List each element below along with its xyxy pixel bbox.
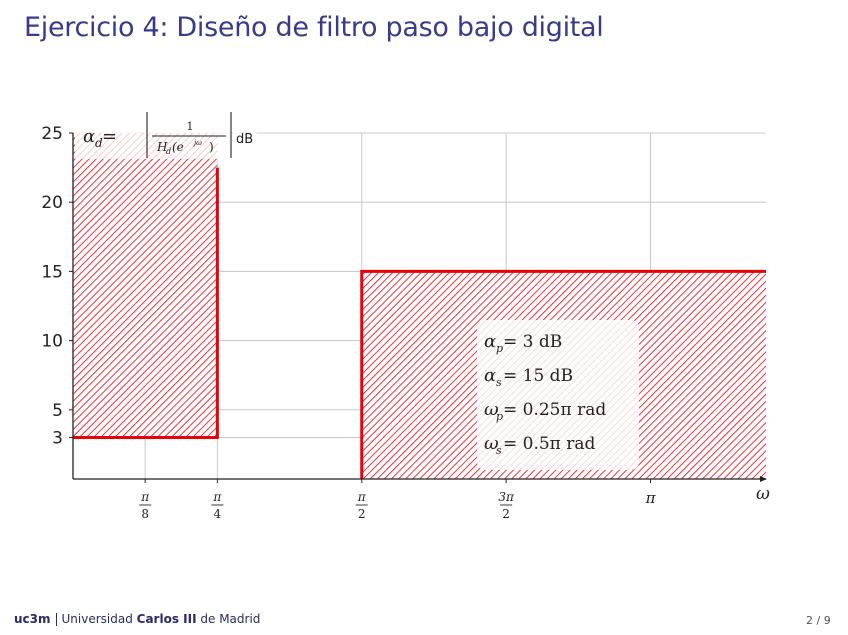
region-passband-border bbox=[73, 167, 219, 439]
legend-value: = 0.25π rad bbox=[503, 400, 606, 420]
y-label-unit: dB bbox=[236, 132, 253, 147]
x-tick-label-num: 3π bbox=[498, 490, 515, 504]
legend-symbol: ω bbox=[484, 399, 499, 420]
footer-separator bbox=[55, 613, 57, 626]
regions bbox=[73, 133, 766, 479]
legend-box bbox=[477, 320, 639, 470]
x-tick-label: π bbox=[645, 489, 657, 507]
y-label-numerator: 1 bbox=[187, 120, 194, 133]
y-tick-label: 15 bbox=[41, 262, 63, 282]
region-passband-hatch bbox=[73, 133, 218, 438]
legend-symbol: ω bbox=[484, 433, 499, 454]
y-label-alpha: α bbox=[83, 126, 95, 147]
y-tick-label: 25 bbox=[41, 124, 63, 144]
y-label-den-arg: (e bbox=[172, 140, 184, 154]
x-tick-label-num: π bbox=[357, 490, 367, 504]
y-tick-label: 10 bbox=[41, 332, 63, 352]
legend-symbol: α bbox=[484, 331, 496, 352]
x-axis-label: ω bbox=[756, 484, 770, 504]
footer-university: uc3m Universidad Carlos III de Madrid bbox=[14, 612, 260, 626]
uc3m-logo: uc3m bbox=[14, 612, 51, 626]
legend-subscript: s bbox=[496, 376, 502, 389]
x-ticks: π 8 π 4 π 2 3π 2 π bbox=[139, 479, 657, 521]
legend-value: = 0.5π rad bbox=[503, 434, 596, 454]
x-tick-label-den: 2 bbox=[502, 507, 510, 521]
y-label-background bbox=[75, 117, 257, 159]
y-label-den-H: H bbox=[156, 140, 168, 154]
legend-subscript: p bbox=[496, 342, 503, 355]
y-tick-label: 5 bbox=[52, 401, 63, 421]
university-prefix: Universidad bbox=[61, 612, 137, 626]
legend-subscript: s bbox=[496, 444, 502, 457]
y-ticks: 3 5 10 15 20 25 bbox=[41, 124, 73, 448]
legend-symbol: α bbox=[484, 365, 496, 386]
legend-value: = 15 dB bbox=[503, 366, 573, 386]
x-tick-label-num: π bbox=[212, 490, 222, 504]
y-label-equals: = bbox=[102, 126, 117, 147]
x-tick-label-den: 8 bbox=[141, 507, 149, 521]
y-label-den-sub: d bbox=[166, 147, 171, 156]
y-tick-label: 3 bbox=[52, 428, 63, 448]
x-tick-label-den: 4 bbox=[214, 507, 222, 521]
university-suffix: de Madrid bbox=[196, 612, 261, 626]
page-number: 2 / 9 bbox=[806, 614, 831, 627]
y-label-alpha-sub: d bbox=[95, 136, 103, 150]
x-axis-arrow bbox=[760, 476, 767, 482]
university-bold: Carlos III bbox=[136, 612, 197, 626]
x-tick-label-num: π bbox=[140, 490, 150, 504]
y-label-den-exp: jω bbox=[192, 139, 202, 147]
slide-title: Ejercicio 4: Diseño de filtro paso bajo … bbox=[24, 12, 604, 43]
y-tick-label: 20 bbox=[41, 193, 63, 213]
x-tick-label-den: 2 bbox=[358, 507, 366, 521]
region-stopband-border bbox=[360, 269, 766, 479]
legend-value: = 3 dB bbox=[503, 332, 562, 352]
y-label-den-close: ) bbox=[209, 140, 214, 154]
legend-subscript: p bbox=[496, 410, 503, 423]
